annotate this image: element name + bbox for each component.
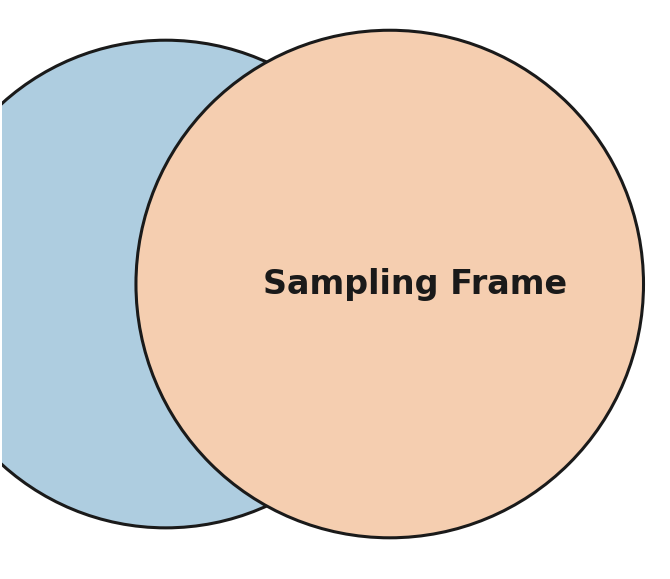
Circle shape — [0, 40, 409, 528]
Text: Sampling Frame: Sampling Frame — [263, 267, 567, 301]
Circle shape — [136, 30, 643, 538]
